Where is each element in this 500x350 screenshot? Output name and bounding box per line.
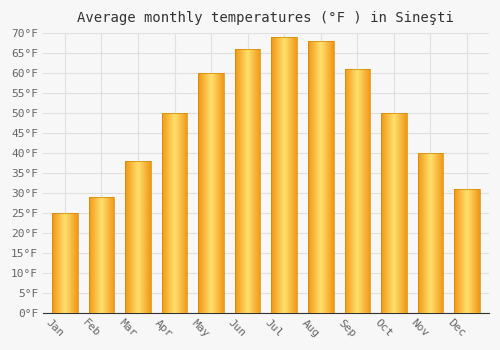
Bar: [88, 197, 114, 313]
Bar: [344, 69, 370, 313]
Bar: [272, 37, 297, 313]
Bar: [454, 189, 480, 313]
Bar: [52, 213, 78, 313]
Bar: [308, 41, 334, 313]
Bar: [125, 161, 151, 313]
Title: Average monthly temperatures (°F ) in Sineşti: Average monthly temperatures (°F ) in Si…: [78, 11, 454, 25]
Bar: [235, 49, 260, 313]
Bar: [198, 73, 224, 313]
Bar: [418, 153, 443, 313]
Bar: [381, 113, 406, 313]
Bar: [162, 113, 188, 313]
